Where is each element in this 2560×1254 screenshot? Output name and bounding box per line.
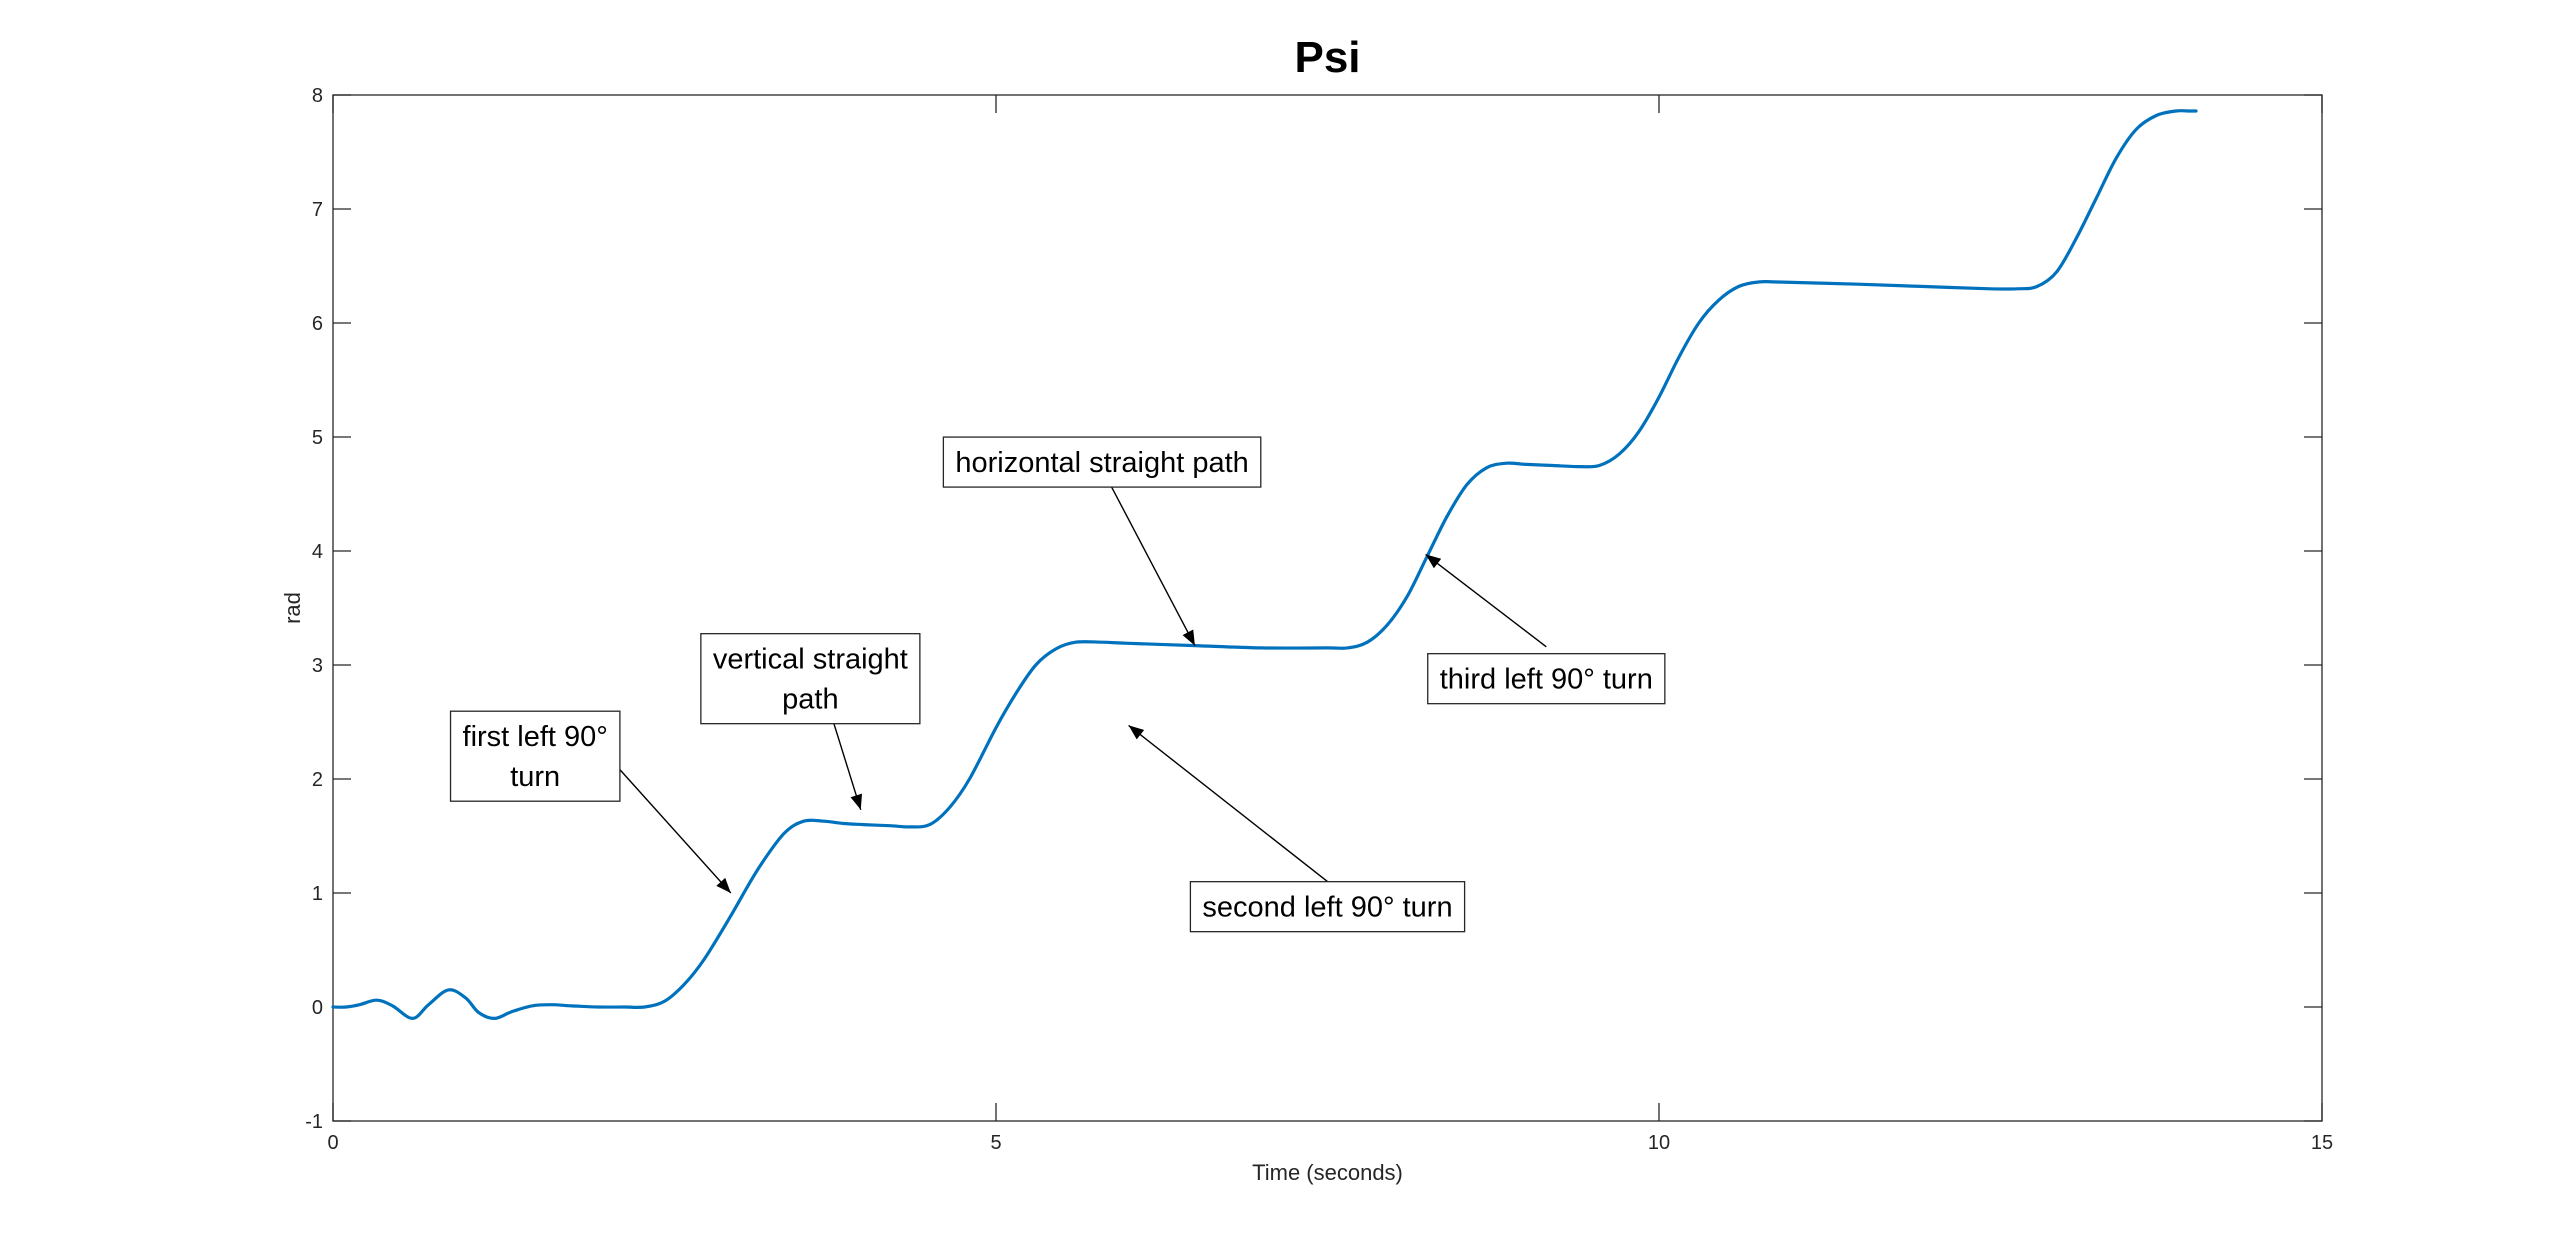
annotation-5: third left 90° turn	[1425, 553, 1666, 705]
x-axis-label: Time (seconds)	[1252, 1160, 1403, 1185]
annotation-text: horizontal straight path	[955, 447, 1248, 479]
annotation-arrow-line	[617, 767, 732, 894]
annotation-arrow-head	[716, 877, 731, 893]
annotation-arrow-line	[1425, 553, 1547, 648]
x-tick-label: 15	[2311, 1132, 2333, 1154]
y-tick-label: 0	[312, 997, 323, 1019]
annotation-arrow-head	[1425, 554, 1442, 569]
axes-box	[332, 94, 2323, 1122]
y-tick-label: 8	[312, 85, 323, 107]
annotation-text: third left 90° turn	[1440, 664, 1653, 696]
annotation-arrow-head	[1182, 629, 1195, 646]
annotation-3: horizontal straight path	[942, 436, 1262, 646]
annotation-2: vertical straight path	[700, 633, 921, 810]
chart-title: Psi	[1294, 33, 1360, 82]
annotation-text: second left 90° turn	[1202, 892, 1452, 924]
y-tick-label: -1	[305, 1111, 323, 1133]
annotation-arrow-line	[1101, 468, 1196, 646]
annotation-text: turn	[510, 761, 560, 793]
annotation-text: first left 90°	[463, 721, 608, 753]
x-tick-label: 5	[990, 1132, 1001, 1154]
y-tick-label: 1	[312, 883, 323, 905]
y-tick-label: 3	[312, 655, 323, 677]
annotation-text: vertical straight	[713, 644, 908, 676]
y-tick-label: 7	[312, 199, 323, 221]
x-tick-label: 10	[1648, 1132, 1670, 1154]
annotation-arrow-line	[1128, 724, 1328, 883]
annotation-box	[700, 633, 921, 725]
y-tick-label: 2	[312, 769, 323, 791]
annotation-box	[942, 436, 1262, 488]
annotation-4: second left 90° turn	[1128, 724, 1466, 933]
y-axis-label: rad	[280, 592, 305, 624]
annotation-text: path	[782, 684, 838, 716]
annotation-box	[1189, 881, 1466, 933]
annotation-box	[1427, 653, 1666, 705]
annotation-arrow-head	[1128, 725, 1145, 740]
annotation-1: first left 90° turn	[449, 710, 732, 894]
series-line	[331, 109, 2198, 1021]
y-tick-label: 5	[312, 427, 323, 449]
x-tick-label: 0	[327, 1132, 338, 1154]
y-tick-label: 4	[312, 541, 323, 563]
y-tick-label: 6	[312, 313, 323, 335]
annotation-box	[449, 710, 621, 802]
annotation-arrow-head	[850, 793, 863, 810]
